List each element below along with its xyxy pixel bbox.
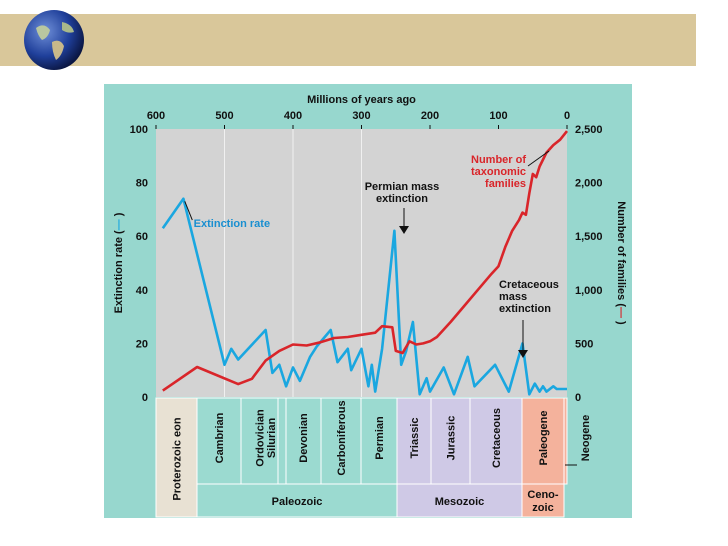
permian-label: Permian mass [365,181,440,193]
period-label: Silurian [266,418,278,459]
period-box [521,397,565,485]
cretaceous-label: extinction [499,303,551,315]
permian-label: extinction [376,193,428,205]
series-line-extinction [161,197,567,396]
era-label: Ceno- [527,489,559,501]
y-left-tick-label: 20 [136,338,148,350]
y-left-tick-label: 100 [130,124,148,136]
chart-title: Millions of years ago [307,94,416,106]
globe-icon [24,10,84,70]
period-box [396,397,432,485]
series-line-families [162,130,569,392]
era-label: Paleozoic [272,496,323,508]
families-label: taxonomic [471,166,526,178]
cretaceous-label: mass [499,291,527,303]
period-box [430,397,471,485]
x-tick-label: 600 [147,110,165,122]
period-label: Cambrian [214,412,226,463]
y-right-axis-label: Number of families (— ) [615,201,627,325]
y-right-tick-label: 1,500 [575,231,603,243]
extinction-rate-label: Extinction rate [194,218,270,230]
period-box [563,397,568,485]
period-label: Jurassic [446,416,458,461]
period-box [469,397,523,485]
y-left-tick-label: 40 [136,285,148,297]
x-tick-label: 0 [564,110,570,122]
period-label: Cretaceous [491,408,503,468]
y-left-tick-label: 0 [142,392,148,404]
families-label: families [485,178,526,190]
y-right-tick-label: 0 [575,392,581,404]
period-label: Carboniferous [336,400,348,475]
x-tick-label: 400 [284,110,302,122]
y-right-tick-label: 2,500 [575,124,603,136]
title-banner [0,14,696,66]
x-tick-label: 100 [489,110,507,122]
cretaceous-label: Cretaceous [499,279,559,291]
period-label: Paleogene [538,410,550,465]
y-right-tick-label: 1,000 [575,285,603,297]
y-left-tick-label: 80 [136,178,148,190]
cretaceous-arrowhead [518,350,528,358]
y-left-tick-label: 60 [136,231,148,243]
x-tick-label: 200 [421,110,439,122]
period-label: Ordovician [255,409,267,467]
extinction-rate-leader [184,201,193,221]
era-box [196,483,398,518]
period-label: Permian [374,416,386,460]
y-right-tick-label: 500 [575,338,593,350]
era-label-line2: zoic [532,502,553,514]
permian-arrowhead [399,226,409,234]
x-tick-label: 300 [352,110,370,122]
period-box [320,397,362,485]
y-left-axis-label: Extinction rate (— ) [113,212,125,313]
families-label: Number of [471,154,526,166]
period-label: Proterozoic eon [172,417,184,500]
period-box [277,397,287,485]
period-label: Devonian [298,413,310,463]
period-label: Triassic [409,418,421,459]
era-box [521,483,565,518]
period-label: Neogene [580,415,592,461]
y-right-tick-label: 2,000 [575,178,603,190]
x-tick-label: 500 [215,110,233,122]
era-label: Mesozoic [435,496,485,508]
families-leader [527,150,550,167]
